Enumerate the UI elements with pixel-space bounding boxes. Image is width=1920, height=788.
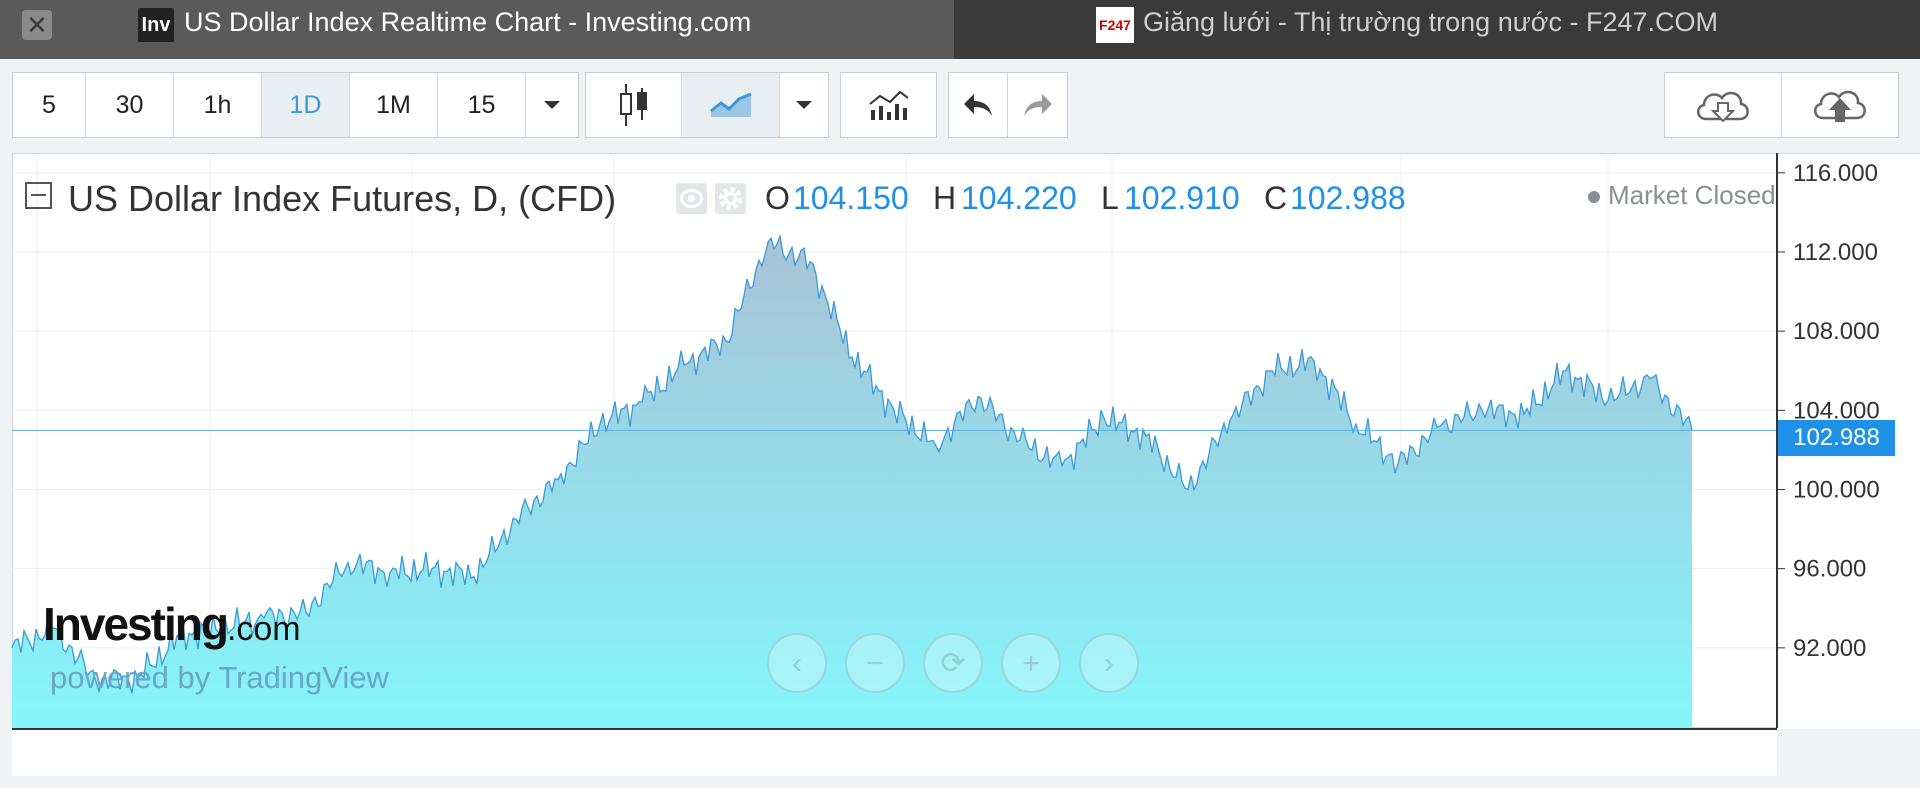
cloud-upload-icon bbox=[1814, 90, 1866, 122]
scroll-right-button[interactable]: › bbox=[1079, 633, 1139, 693]
indicators-button[interactable] bbox=[841, 73, 936, 137]
indicators-icon bbox=[868, 90, 909, 120]
tab-title-investing[interactable]: US Dollar Index Realtime Chart - Investi… bbox=[184, 7, 752, 37]
zoom-out-button[interactable]: − bbox=[845, 633, 905, 693]
interval-5-button[interactable]: 5 bbox=[13, 73, 86, 137]
time-axis[interactable] bbox=[12, 728, 1777, 778]
investing-logo: Investing.com bbox=[43, 597, 301, 651]
reset-chart-button[interactable]: ⟳ bbox=[923, 633, 983, 693]
market-status-text: Market Closed bbox=[1608, 180, 1776, 210]
interval-30-button[interactable]: 30 bbox=[86, 73, 174, 137]
interval-1d-button[interactable]: 1D bbox=[262, 73, 350, 137]
browser-tab-bar: ✕ Inv US Dollar Index Realtime Chart - I… bbox=[0, 0, 1920, 59]
y-tick-label: 116.000 bbox=[1793, 160, 1878, 187]
series-line bbox=[11, 233, 1693, 694]
history-group bbox=[948, 72, 1068, 138]
cloud-download-icon bbox=[1697, 91, 1749, 123]
close-tab-icon[interactable]: ✕ bbox=[22, 10, 52, 40]
y-tick-label: 108.000 bbox=[1793, 318, 1880, 345]
y-tick-label: 112.000 bbox=[1793, 239, 1878, 266]
series-area bbox=[12, 236, 1692, 727]
visibility-eye-icon[interactable] bbox=[676, 183, 707, 214]
status-dot-icon bbox=[1588, 191, 1600, 204]
scroll-left-button[interactable]: ‹ bbox=[767, 633, 827, 693]
ohlc-close-label: C bbox=[1264, 180, 1288, 216]
ohlc-open-label: O bbox=[765, 180, 790, 216]
ohlc-high-label: H bbox=[933, 180, 957, 216]
chevron-right-icon: › bbox=[1104, 647, 1114, 680]
legend-title: US Dollar Index Futures, D, (CFD) bbox=[68, 178, 617, 219]
y-tick-label: 92.000 bbox=[1793, 635, 1866, 662]
y-tick-label: 100.000 bbox=[1793, 476, 1880, 503]
chart-type-group bbox=[585, 72, 829, 138]
ohlc-low-label: L bbox=[1101, 180, 1119, 216]
chart-type-dropdown[interactable] bbox=[780, 73, 828, 137]
market-status: Market Closed bbox=[1588, 180, 1776, 211]
cloud-group bbox=[1664, 72, 1899, 138]
interval-1h-button[interactable]: 1h bbox=[174, 73, 262, 137]
f247-favicon-icon: F247 bbox=[1096, 7, 1134, 43]
plus-icon: + bbox=[1022, 647, 1040, 680]
area-chart-icon bbox=[709, 92, 752, 117]
ohlc-high-value: 104.220 bbox=[961, 180, 1077, 216]
ohlc-low-value: 102.910 bbox=[1124, 180, 1240, 216]
minus-icon: − bbox=[866, 647, 884, 680]
zoom-in-button[interactable]: + bbox=[1001, 633, 1061, 693]
interval-15-button[interactable]: 15 bbox=[438, 73, 526, 137]
chevron-left-icon: ‹ bbox=[792, 647, 802, 680]
bottom-strip bbox=[0, 776, 1920, 788]
redo-button[interactable] bbox=[1008, 73, 1067, 137]
undo-button[interactable] bbox=[949, 73, 1008, 137]
candlestick-button[interactable] bbox=[586, 73, 682, 137]
undo-icon bbox=[964, 94, 992, 116]
logo-domain: .com bbox=[226, 610, 301, 648]
redo-icon bbox=[1023, 94, 1052, 116]
area-chart-button[interactable] bbox=[682, 73, 780, 137]
y-tick-label: 104.000 bbox=[1793, 397, 1880, 424]
ohlc-open-value: 104.150 bbox=[793, 180, 909, 216]
logo-brand: Investing bbox=[43, 598, 229, 650]
last-price-label: 102.988 bbox=[1778, 420, 1895, 456]
settings-gear-icon[interactable] bbox=[715, 183, 746, 214]
y-tick-label: 96.000 bbox=[1793, 556, 1866, 583]
ohlc-close-value: 102.988 bbox=[1290, 180, 1406, 216]
investing-favicon-icon: Inv bbox=[138, 8, 174, 42]
indicators-group bbox=[840, 72, 937, 138]
tab-title-f247[interactable]: Giăng lưới - Thị trường trong nước - F24… bbox=[1143, 7, 1719, 37]
interval-dropdown[interactable] bbox=[526, 73, 578, 137]
refresh-icon: ⟳ bbox=[940, 647, 966, 680]
collapse-legend-icon[interactable] bbox=[25, 182, 52, 209]
interval-group: 5 30 1h 1D 1M 15 bbox=[12, 72, 579, 138]
cloud-download-button[interactable] bbox=[1665, 73, 1782, 137]
candlestick-icon bbox=[619, 84, 647, 126]
cloud-upload-button[interactable] bbox=[1782, 73, 1898, 137]
chevron-down-icon bbox=[544, 101, 560, 109]
interval-1m-button[interactable]: 1M bbox=[350, 73, 438, 137]
powered-by-tradingview: powered by TradingView bbox=[50, 660, 389, 695]
chevron-down-icon bbox=[796, 101, 812, 109]
